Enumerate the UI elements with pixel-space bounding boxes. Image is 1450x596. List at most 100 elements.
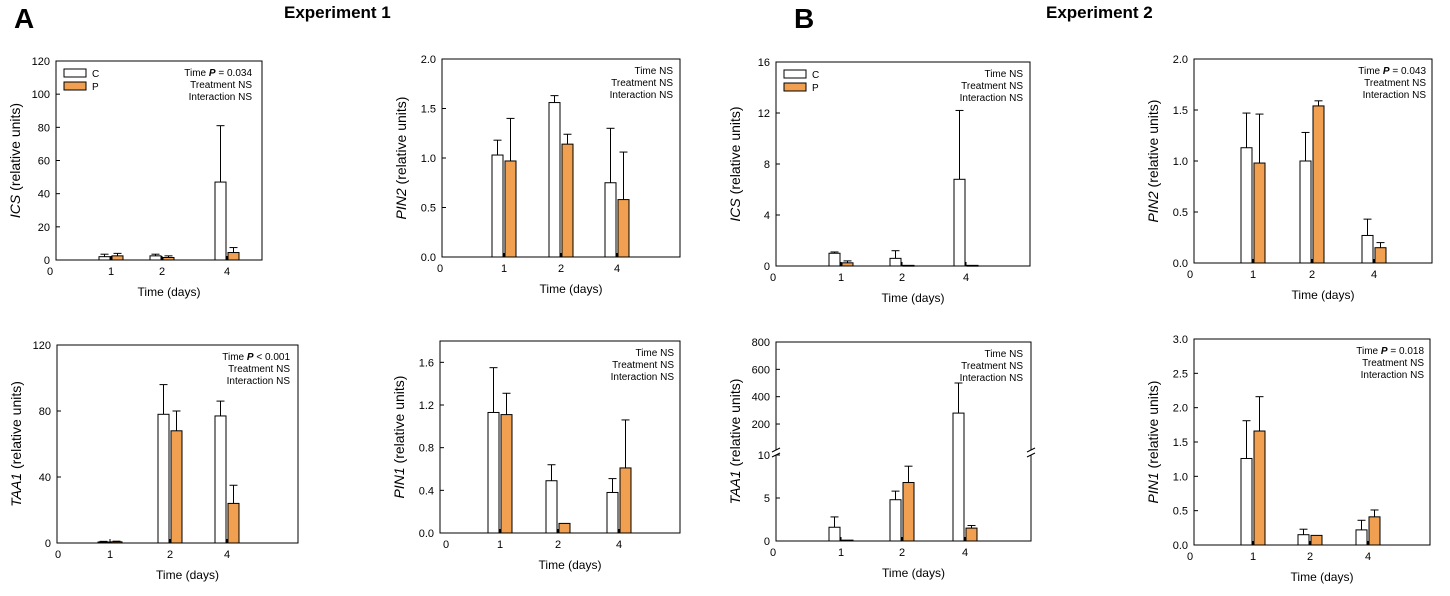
bar-p-day-1 <box>1253 162 1266 264</box>
stats-text: Interaction NS <box>611 372 675 383</box>
x-tick-label: 2 <box>1309 269 1315 281</box>
y-tick-label: 16 <box>758 57 770 69</box>
x-zero-label: 0 <box>55 549 61 561</box>
x-tick-label: 2 <box>899 272 905 284</box>
bar-c-day-2 <box>149 255 162 261</box>
x-tick-label: 2 <box>555 539 561 551</box>
legend-swatch-c <box>63 68 87 78</box>
chart-exp1-taa1: 0 40 80 120 0 1 2 4 Time (days) TAA1 (relative un… <box>8 340 299 582</box>
bar-p-day-1 <box>110 541 123 544</box>
bar-c-day-1 <box>487 411 500 534</box>
stats-annotation: Interaction NS <box>610 90 674 101</box>
stats-annotation: Treatment NS <box>228 364 290 375</box>
y-tick-label: 60 <box>38 156 50 168</box>
stats-text: Time NS <box>984 69 1023 80</box>
axis-break-mark <box>1026 447 1036 453</box>
bar-p-day-2 <box>558 522 571 534</box>
stats-text: Time <box>184 68 209 79</box>
legend-label-c: C <box>92 69 99 80</box>
y-tick-label: 3.0 <box>1173 334 1188 346</box>
bar-p-day-2 <box>902 482 915 542</box>
bar-c-day-1 <box>1240 147 1253 264</box>
y-tick-label: 0 <box>764 261 770 273</box>
x-tick-label: 2 <box>558 263 564 275</box>
stats-annotation: Treatment NS <box>611 78 673 89</box>
x-zero-label: 0 <box>437 263 443 275</box>
y-axis-unit: (relative units) <box>393 97 409 189</box>
bar-c-day-4 <box>606 491 619 534</box>
legend-label-p: P <box>92 82 99 93</box>
bar-c-day-4 <box>952 412 965 542</box>
y-axis-gene: ICS <box>7 194 23 218</box>
y-axis-gene: TAA1 <box>727 470 743 504</box>
y-axis-unit: (relative units) <box>1145 100 1161 192</box>
y-tick-label: 2.0 <box>1173 54 1188 66</box>
stats-text: Interaction NS <box>1361 370 1425 381</box>
legend-swatch-c <box>783 69 807 79</box>
bar-c-day-4 <box>1355 529 1368 546</box>
x-tick-label: 1 <box>107 549 113 561</box>
y-axis-gene: PIN1 <box>391 467 407 498</box>
stats-annotation: Treatment NS <box>190 80 252 91</box>
y-tick-label: 2.5 <box>1173 368 1188 380</box>
bar-c-day-2 <box>889 499 902 542</box>
y-axis-label: PIN1 (relative units) <box>1145 381 1161 504</box>
y-tick-label: 0.0 <box>421 252 436 264</box>
stats-text: Interaction NS <box>960 373 1024 384</box>
x-tick-label: 4 <box>962 547 968 559</box>
stats-text: Interaction NS <box>610 90 674 101</box>
stats-value: = 0.043 <box>1390 66 1427 77</box>
y-tick-label: 800 <box>752 337 770 349</box>
y-tick-label: 2.0 <box>421 54 436 66</box>
bar-p-day-4 <box>965 527 978 542</box>
y-tick-label: 200 <box>752 419 770 431</box>
x-tick-label: 4 <box>614 263 620 275</box>
legend-swatch-p <box>63 81 87 91</box>
y-tick-label: 0.5 <box>1173 207 1188 219</box>
stats-annotation: Time P = 0.018 <box>1356 346 1424 357</box>
y-tick-label: 1.5 <box>1173 437 1188 449</box>
stats-annotation: Interaction NS <box>960 93 1024 104</box>
stats-annotation: Treatment NS <box>1364 78 1426 89</box>
bar-p-day-1 <box>500 414 513 534</box>
y-tick-label: 1.5 <box>421 104 436 116</box>
stats-text: Time <box>1356 346 1381 357</box>
x-tick-label: 4 <box>224 549 230 561</box>
chart-exp2-pin2: 0.0 0.5 1.0 1.5 2.0 0 1 2 4 Time (days) PIN2 (rela… <box>1145 54 1433 302</box>
stats-annotation: Interaction NS <box>227 376 291 387</box>
y-tick-label: 40 <box>38 189 50 201</box>
axis-frame-upper <box>775 341 1032 450</box>
y-tick-label: 8 <box>764 159 770 171</box>
stats-annotation: Interaction NS <box>189 92 253 103</box>
x-tick-label: 4 <box>963 272 969 284</box>
x-tick-label: 1 <box>838 272 844 284</box>
y-axis-label: TAA1 (relative units) <box>8 381 24 507</box>
x-tick-label: 2 <box>1307 551 1313 563</box>
x-axis-label: Time (days) <box>540 282 603 296</box>
legend-label-p: P <box>812 83 819 94</box>
y-axis-unit: (relative units) <box>1145 381 1161 473</box>
x-axis-label: Time (days) <box>882 566 945 580</box>
y-tick-label: 12 <box>758 108 770 120</box>
bar-c-day-2 <box>1297 534 1310 546</box>
bar-c-day-4 <box>214 181 227 261</box>
bar-p-day-1 <box>841 539 854 542</box>
stats-text: Time NS <box>634 66 673 77</box>
y-tick-label: 80 <box>39 406 51 418</box>
bar-c-day-1 <box>491 154 504 258</box>
bar-c-day-1 <box>828 526 841 542</box>
y-tick-label: 0 <box>764 536 770 548</box>
x-zero-label: 0 <box>1187 269 1193 281</box>
x-tick-label: 1 <box>497 539 503 551</box>
y-tick-label: 40 <box>39 472 51 484</box>
y-tick-label: 1.0 <box>1173 471 1188 483</box>
y-axis-unit: (relative units) <box>391 376 407 468</box>
y-tick-label: 1.6 <box>419 357 434 369</box>
chart-exp1-ics: 0 20 40 60 80 100 120 0 1 2 4 Time (days) ICS (relat… <box>7 56 263 299</box>
y-tick-label: 10 <box>758 450 770 462</box>
chart-exp2-pin1: 0.0 0.5 1.0 1.5 2.0 2.5 3.0 0 1 2 4 Time (days) PIN1… <box>1145 334 1431 584</box>
stats-text: Treatment NS <box>961 361 1023 372</box>
y-tick-label: 120 <box>32 56 50 68</box>
stats-annotation: Time P < 0.001 <box>222 352 290 363</box>
